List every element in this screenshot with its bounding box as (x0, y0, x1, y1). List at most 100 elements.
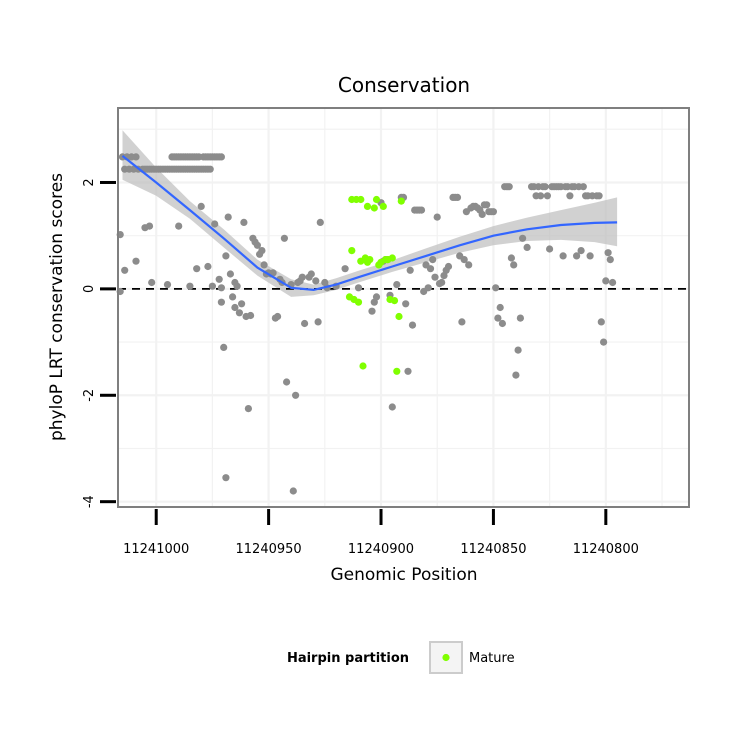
background-point (148, 278, 156, 287)
mature-point (345, 293, 354, 301)
smooth-line (121, 155, 618, 292)
mature-point (366, 256, 374, 264)
background-point (602, 277, 610, 285)
y-tick-label: -2 (82, 389, 97, 402)
background-point (283, 378, 291, 386)
background-point (175, 222, 183, 230)
background-point (204, 262, 212, 271)
confidence-ribbon (122, 130, 618, 297)
mature-point (348, 247, 356, 255)
background-point (444, 262, 453, 271)
y-axis: -4 -2 0 2 (82, 178, 116, 508)
background-point (433, 213, 441, 221)
background-point (215, 275, 223, 283)
background-point (417, 206, 426, 214)
background-point (543, 192, 552, 200)
mature-point (388, 254, 396, 262)
background-point (577, 247, 585, 255)
x-tick-label: 11240950 (236, 542, 302, 557)
background-point (424, 284, 432, 292)
background-point (573, 252, 581, 260)
x-tick-label: 11240900 (348, 542, 414, 557)
background-point (597, 318, 605, 326)
background-point (498, 319, 506, 328)
background-point (280, 234, 288, 242)
legend-title: Hairpin partition (287, 651, 409, 666)
background-point (489, 208, 497, 216)
panel-border (117, 107, 690, 508)
background-point (301, 319, 309, 328)
background-point (312, 277, 320, 285)
background-point (211, 220, 219, 228)
background-point (235, 309, 243, 317)
background-point (496, 303, 504, 312)
x-tick-label: 11241000 (123, 542, 189, 557)
background-point (368, 307, 376, 315)
y-tick-label: 2 (82, 178, 97, 186)
background-point (163, 281, 172, 289)
background-point (217, 298, 225, 306)
background-point (408, 321, 417, 329)
background-point (388, 403, 396, 411)
background-point (121, 266, 129, 274)
background-point (426, 265, 435, 273)
background-point (222, 252, 230, 260)
smooth-line-group (121, 155, 618, 292)
background-point (220, 343, 228, 351)
y-tick-label: -4 (82, 495, 97, 508)
background-point (431, 273, 439, 281)
legend-label-mature: Mature (469, 651, 515, 666)
background-point (609, 278, 617, 287)
x-tick-label: 11240800 (573, 542, 639, 557)
background-point (224, 213, 232, 221)
background-point (372, 293, 381, 301)
x-tick-label: 11240850 (460, 542, 526, 557)
background-point (404, 367, 412, 375)
background-point (292, 391, 300, 399)
x-axis-title: Genomic Position (330, 565, 477, 585)
background-point (354, 284, 363, 292)
background-point (197, 202, 205, 210)
background-point (132, 153, 140, 161)
background-point (595, 192, 603, 200)
y-axis-title: phyloP LRT conservation scores (47, 173, 67, 441)
mature-point (370, 204, 378, 212)
mature-point (363, 202, 372, 210)
background-point (314, 318, 322, 326)
background-point (206, 165, 214, 173)
background-point (453, 193, 462, 201)
background-point (217, 284, 225, 292)
background-point (145, 222, 154, 230)
background-point (579, 183, 587, 191)
background-point (606, 256, 614, 264)
mature-point (372, 195, 381, 204)
background-point (244, 405, 252, 413)
mature-point (379, 202, 387, 210)
background-point (541, 183, 549, 191)
background-point (208, 282, 216, 290)
chart-title: Conservation (338, 73, 470, 97)
background-point (260, 261, 268, 269)
background-point (240, 218, 248, 226)
background-point (429, 256, 437, 264)
background-point (217, 153, 225, 161)
background-point (247, 311, 255, 320)
background-point (494, 314, 502, 322)
background-point (253, 241, 261, 249)
mature-point (354, 298, 363, 306)
background-point (226, 270, 234, 278)
background-point (600, 338, 608, 346)
background-point (406, 266, 414, 274)
background-point (519, 234, 527, 242)
background-point (478, 210, 486, 218)
mature-point (359, 362, 367, 370)
background-point (559, 252, 567, 260)
background-point (222, 474, 230, 482)
background-point (289, 487, 297, 495)
background-point (231, 303, 239, 312)
background-point (507, 254, 515, 262)
legend-mature-marker (442, 653, 450, 662)
background-point (546, 245, 554, 253)
mature-point (397, 197, 405, 205)
